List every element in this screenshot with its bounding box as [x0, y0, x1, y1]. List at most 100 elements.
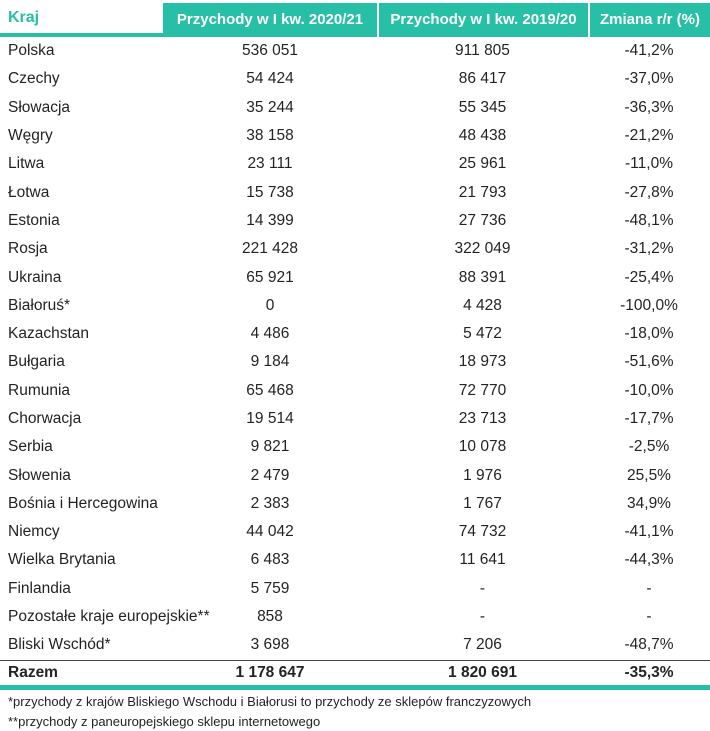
country-cell: Bułgaria — [8, 353, 65, 371]
revenue-2019-20-cell: 48 438 — [458, 127, 507, 145]
table-row: Estonia 14 399 27 736 -48,1% — [0, 207, 710, 235]
revenue-2020-21-cell: 536 051 — [241, 42, 299, 60]
country-cell: Pozostałe kraje europejskie** — [8, 608, 210, 626]
table-row: Pozostałe kraje europejskie** 858 - - — [0, 603, 710, 631]
table-row: Słowenia 2 479 1 976 25,5% — [0, 461, 710, 489]
revenue-2020-21-cell: 9 821 — [250, 438, 290, 456]
revenue-2020-21-cell: 44 042 — [246, 523, 294, 541]
table-row: Litwa 23 111 25 961 -11,0% — [0, 150, 710, 178]
total-label-cell: Razem — [8, 663, 58, 681]
revenue-2020-21-cell: 15 738 — [246, 183, 294, 201]
revenue-2019-20-cell: 72 770 — [458, 381, 507, 399]
revenue-2020-21-cell: 6 483 — [250, 551, 290, 569]
country-cell: Białoruś* — [8, 296, 71, 314]
change-yoy-cell: -100,0% — [620, 296, 678, 314]
change-yoy-cell: -37,0% — [624, 70, 674, 88]
change-yoy-cell: -48,7% — [624, 636, 674, 654]
total-revenue-2019-20-cell: 1 820 691 — [448, 663, 517, 681]
table-row: Białoruś* 0 4 428 -100,0% — [0, 292, 710, 320]
country-cell: Rumunia — [8, 381, 71, 399]
change-yoy-cell: - — [646, 608, 652, 626]
revenue-2019-20-cell: 1 767 — [463, 494, 502, 512]
table-row: Bułgaria 9 184 18 973 -51,6% — [0, 348, 710, 376]
revenue-2019-20-cell: 1 976 — [463, 466, 502, 484]
country-cell: Serbia — [8, 438, 53, 456]
country-cell: Kazachstan — [8, 325, 89, 343]
change-yoy-cell: -25,4% — [624, 268, 674, 286]
change-yoy-cell: - — [646, 579, 652, 597]
change-yoy-cell: -2,5% — [628, 438, 670, 456]
country-cell: Chorwacja — [8, 410, 82, 427]
change-yoy-cell: -48,1% — [624, 211, 674, 229]
revenue-2019-20-cell: - — [479, 579, 486, 597]
revenue-2020-21-cell: 38 158 — [246, 127, 294, 145]
change-yoy-cell: -10,0% — [624, 381, 674, 399]
revenue-2019-20-cell: 7 206 — [463, 636, 502, 654]
country-cell: Słowenia — [8, 466, 71, 484]
table-row: Ukraina 65 921 88 391 -25,4% — [0, 263, 710, 291]
footnote-franchise-stores: *przychody z krajów Bliskiego Wschodu i … — [8, 693, 532, 709]
country-cell: Łotwa — [8, 183, 50, 201]
revenue-2019-20-cell: 27 736 — [458, 211, 507, 229]
revenue-2019-20-cell: 11 641 — [459, 551, 506, 569]
country-cell: Bośnia i Hercegowina — [8, 494, 158, 512]
revenue-2019-20-cell: 55 345 — [458, 98, 507, 116]
header-cell-change-yoy: Zmiana r/r (%) — [588, 3, 710, 37]
country-cell: Słowacja — [8, 98, 71, 116]
change-yoy-cell: -51,6% — [624, 353, 674, 371]
country-cell: Niemcy — [8, 523, 60, 541]
change-yoy-cell: -18,0% — [624, 325, 674, 343]
revenue-2020-21-cell: 9 184 — [250, 353, 290, 371]
revenue-2019-20-cell: 21 793 — [458, 183, 507, 201]
revenue-2019-20-cell: 4 428 — [463, 296, 502, 314]
revenue-2019-20-cell: 86 417 — [458, 70, 507, 88]
change-yoy-cell: -17,7% — [624, 410, 674, 427]
bottom-accent-rule — [0, 684, 710, 690]
country-cell: Polska — [8, 42, 55, 60]
revenue-2020-21-cell: 65 468 — [246, 381, 294, 399]
revenue-2020-21-cell: 4 486 — [250, 325, 290, 343]
revenue-2020-21-cell: 23 111 — [247, 155, 293, 173]
table-row: Finlandia 5 759 - - — [0, 575, 710, 603]
table-row: Chorwacja 19 514 23 713 -17,7% — [0, 405, 710, 433]
footnote-online-store: **przychody z paneuropejskiego sklepu in… — [8, 714, 321, 730]
change-yoy-cell: -44,3% — [624, 551, 674, 569]
change-yoy-cell: 25,5% — [627, 466, 671, 484]
revenue-2019-20-cell: 911 805 — [455, 42, 510, 60]
table-body: Polska 536 051 911 805 -41,2% Czechy 54 … — [0, 37, 710, 660]
change-yoy-cell: -41,1% — [624, 523, 674, 541]
table-row: Bliski Wschód* 3 698 7 206 -48,7% — [0, 631, 710, 659]
revenue-2020-21-cell: 3 698 — [250, 636, 290, 654]
table-row: Łotwa 15 738 21 793 -27,8% — [0, 178, 710, 206]
table-row: Polska 536 051 911 805 -41,2% — [0, 37, 710, 65]
revenue-2020-21-cell: 5 759 — [250, 579, 290, 597]
table-row: Serbia 9 821 10 078 -2,5% — [0, 433, 710, 461]
country-cell: Finlandia — [8, 579, 71, 597]
revenue-2019-20-cell: 18 973 — [458, 353, 507, 371]
revenue-2020-21-cell: 35 244 — [246, 98, 294, 116]
country-cell: Litwa — [8, 155, 45, 173]
revenue-2020-21-cell: 2 383 — [250, 494, 290, 512]
table-row: Rumunia 65 468 72 770 -10,0% — [0, 377, 710, 405]
revenue-2019-20-cell: 23 713 — [458, 410, 507, 427]
country-cell: Bliski Wschód* — [8, 636, 111, 654]
header-cell-revenue-2019-20: Przychody w I kw. 2019/20 — [377, 3, 588, 37]
change-yoy-cell: -41,2% — [624, 42, 674, 60]
change-yoy-cell: -31,2% — [624, 240, 674, 258]
country-cell: Rosja — [8, 240, 48, 258]
revenue-2019-20-cell: 25 961 — [458, 155, 507, 173]
table-row: Węgry 38 158 48 438 -21,2% — [0, 122, 710, 150]
revenue-2020-21-cell: 54 424 — [246, 70, 294, 88]
total-change-yoy-cell: -35,3% — [624, 663, 674, 681]
revenue-2019-20-cell: - — [479, 608, 486, 626]
revenue-2019-20-cell: 74 732 — [458, 523, 507, 541]
header-cell-revenue-2020-21: Przychody w I kw. 2020/21 — [163, 3, 377, 37]
total-revenue-2020-21-cell: 1 178 647 — [235, 663, 305, 681]
change-yoy-cell: 34,9% — [627, 494, 671, 512]
revenue-2019-20-cell: 10 078 — [458, 438, 507, 456]
revenue-2020-21-cell: 14 399 — [246, 211, 294, 229]
change-yoy-cell: -11,0% — [625, 155, 673, 173]
country-cell: Ukraina — [8, 268, 62, 286]
country-cell: Estonia — [8, 211, 60, 229]
total-row: Razem 1 178 647 1 820 691 -35,3% — [0, 659, 710, 685]
